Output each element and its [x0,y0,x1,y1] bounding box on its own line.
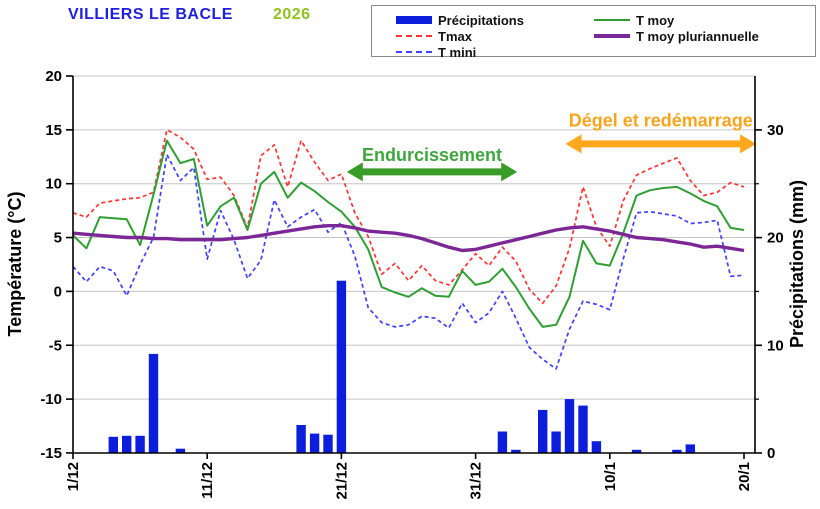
left-axis-title: Température (°C) [5,192,25,337]
legend-label: T moy pluriannuelle [636,28,759,44]
legend-label: Tmax [438,28,472,44]
legend-item-precipitations: Précipitations [396,12,524,28]
right-tick-label: 10 [767,337,784,354]
legend-item-tmoy-pluriannuelle: T moy pluriannuelle [594,28,759,44]
annotation-arrow-d-gel-et-red-marrage [565,134,757,154]
annotation-text: Dégel et redémarrage [569,111,753,131]
left-tick-label: 20 [45,68,62,85]
x-tick-label: 10/1 [602,462,619,491]
legend-label: Précipitations [438,12,524,28]
precipitation-bar [672,449,682,453]
right-tick-label: 30 [767,122,784,139]
left-tick-label: -10 [40,391,62,408]
precipitation-bar [296,425,306,453]
precipitation-bar [336,280,347,453]
tmini-dashed-swatch [396,51,432,53]
tmoy-line-swatch [594,19,630,21]
left-tick-label: 5 [54,230,62,247]
legend-item-tmini: T mini [396,44,477,60]
precipitation-bar [511,449,521,453]
right-axis-title: Précipitations (mm) [787,180,807,348]
legend-item-tmax: Tmax [396,28,472,44]
station-name: VILLIERS LE BACLE [68,6,233,23]
x-tick-label: 21/12 [333,462,350,500]
precipitation-bar [108,436,118,453]
precipitation-bar [551,431,561,453]
legend-box: Précipitations Tmax T mini T moy T moy p… [371,5,816,60]
left-tick-label: -5 [49,337,62,354]
t-moy-pluriannuelle-line [72,223,745,253]
precipitation-bar [685,444,695,453]
t-mini-line [72,153,745,370]
x-tick-label: 20/1 [736,462,753,491]
left-tick-label: 10 [45,176,62,193]
right-tick-label: 20 [767,230,784,247]
left-tick-label: 15 [45,122,62,139]
precipitation-bar [122,435,132,453]
x-tick-label: 1/12 [65,462,82,491]
right-tick-label: 0 [767,445,775,462]
precipitation-bar [135,435,145,453]
legend-label: T mini [438,44,477,60]
precipitations-bar-swatch [396,16,432,24]
annotation-arrow-endurcissement [346,162,518,182]
legend-label: T moy [636,12,675,28]
precipitation-bar [591,441,602,453]
precipitation-bar [578,405,588,453]
precipitation-bar [497,431,508,453]
precipitation-bar [631,449,642,453]
precipitation-bar [323,434,333,453]
year-label: 2026 [272,6,311,23]
tmoy-pluriannuelle-line-swatch [594,34,630,38]
precipitation-bar [148,353,159,453]
left-tick-label: 0 [54,283,62,300]
chart-title-bar: VILLIERS LE BACLE 2026 [68,6,311,24]
x-tick-label: 11/12 [199,462,216,499]
left-tick-label: -15 [40,445,62,462]
annotation-text: Endurcissement [362,145,502,165]
legend-item-tmoy: T moy [594,12,675,28]
precipitation-bar [564,399,575,453]
t-moy-line [72,139,745,328]
precipitation-bar [309,433,320,453]
x-tick-label: 31/12 [468,462,485,500]
precipitation-bar [175,448,186,453]
precipitation-bar [538,409,548,453]
tmax-dashed-swatch [396,35,432,37]
